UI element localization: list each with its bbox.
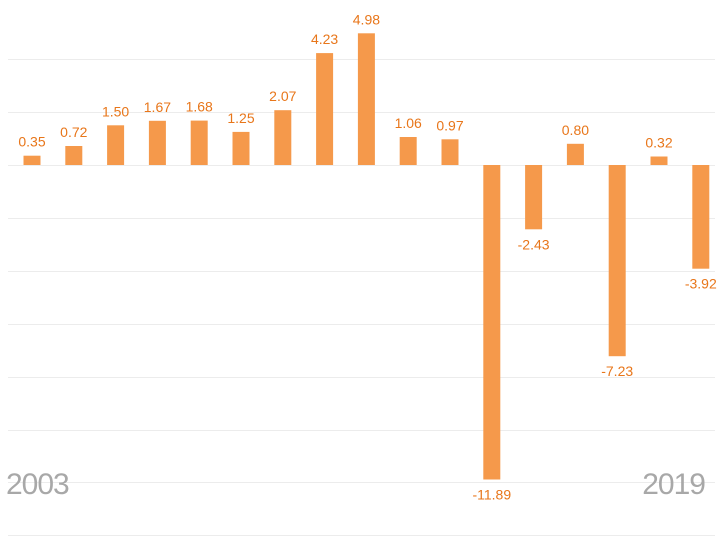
data-label: -2.43 [518,236,550,252]
bar [190,120,208,165]
bar [608,165,626,357]
bar [566,143,584,165]
data-label: 1.06 [395,115,422,131]
data-label: 0.72 [60,124,87,140]
bar [232,131,250,165]
bars [23,33,710,480]
data-label: 0.35 [18,134,45,150]
data-label: -11.89 [472,487,511,503]
bar [399,137,417,165]
x-axis-end-label: 2019 [642,468,706,501]
data-label: 1.25 [227,110,254,126]
bar [107,125,125,165]
data-label: 4.23 [311,31,338,47]
gridlines [8,59,715,536]
bar [65,146,83,165]
bar [23,155,41,165]
data-label: 1.50 [102,103,129,119]
x-axis-start-label: 2003 [6,468,70,501]
data-label: 0.32 [645,135,672,151]
bar [316,53,334,165]
data-label: 0.97 [436,117,463,133]
data-label: -7.23 [601,363,633,379]
data-label: 1.67 [144,99,171,115]
data-label: -3.92 [685,276,717,292]
bar [650,156,668,165]
data-labels: 0.35 0.72 1.50 1.67 1.68 1.25 2.07 4.23 4.98 1.06… [18,11,717,502]
data-label: 4.98 [353,11,380,27]
bar [483,165,501,480]
bar [148,120,166,165]
data-label: 2.07 [269,88,296,104]
bar [441,139,459,165]
bar [692,165,710,269]
data-label: 0.80 [562,122,589,138]
bar [525,165,543,230]
bar [357,33,375,165]
bar [274,110,292,165]
data-label: 1.68 [186,99,213,115]
